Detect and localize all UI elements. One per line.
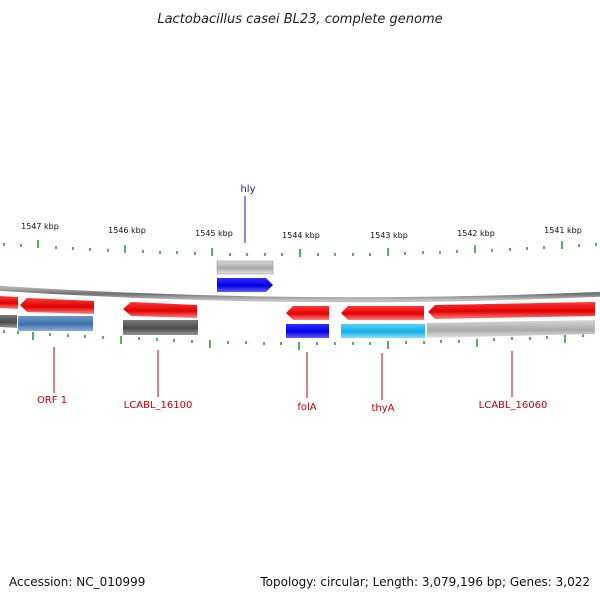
fola-label: folA [297,402,316,413]
topology-text: Topology: circular; Length: 3,079,196 bp… [259,575,590,589]
lcabl16100-label: LCABL_16100 [124,400,193,411]
kbp-label-1547: 1547 kbp [21,222,59,231]
orf1-label: ORF 1 [37,395,67,406]
fola-gene-arrow[interactable] [286,306,329,320]
thya-label: thyA [371,403,394,414]
fola-blue-feature [286,324,329,338]
lcabl16100-gray-feature [123,320,198,335]
genome-backbone [0,285,600,303]
thya-cyan-feature [341,324,425,338]
orf1-steelblue-feature [18,316,93,331]
edge-gray-feature [0,315,17,328]
lcabl16060-gray-feature [427,320,595,338]
thya-gene-arrow[interactable] [341,306,424,320]
lcabl16100-gene-arrow[interactable] [123,302,197,318]
lcabl16060-label: LCABL_16060 [479,400,548,411]
outer-tick-row [3,240,597,257]
kbp-label-1541: 1541 kbp [544,226,582,235]
accession-text: Accession: NC_010999 [9,575,145,589]
orf1-gene-arrow[interactable] [20,298,94,314]
edge-red-gene-arrow[interactable] [0,296,18,309]
lcabl16060-gene-arrow[interactable] [428,302,595,319]
kbp-label-1542: 1542 kbp [457,229,495,238]
hly-label: hly [240,184,255,195]
map-title: Lactobacillus casei BL23, complete genom… [157,12,442,27]
kbp-label-1545: 1545 kbp [195,229,233,238]
kbp-label-1544: 1544 kbp [282,231,320,240]
hly-gene-arrow[interactable] [217,278,273,292]
kbp-label-1543: 1543 kbp [370,231,408,240]
inner-tick-row [3,330,584,350]
hly-gray-feature [216,260,274,275]
kbp-label-1546: 1546 kbp [108,226,146,235]
